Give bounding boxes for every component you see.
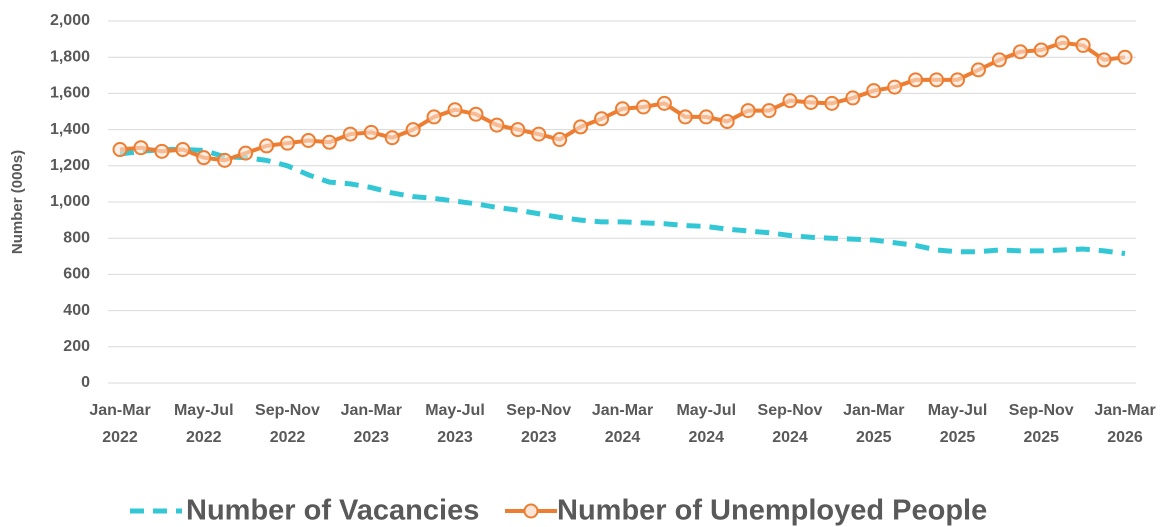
data-point	[259, 138, 275, 154]
data-point	[656, 95, 672, 111]
data-point	[280, 135, 295, 151]
data-point	[573, 119, 589, 135]
data-point	[740, 103, 756, 119]
y-tick-label: 800	[63, 229, 90, 246]
data-point	[1054, 35, 1070, 51]
y-tick-label: 600	[63, 266, 90, 283]
data-point	[1033, 42, 1049, 58]
data-point	[677, 109, 693, 125]
y-tick-label: 1,400	[50, 121, 90, 138]
data-point	[761, 103, 777, 119]
data-point	[552, 132, 568, 148]
x-tick-label: Sep-Nov 2022	[255, 402, 320, 446]
legend-label: Number of Vacancies	[186, 495, 479, 527]
data-point	[196, 150, 212, 166]
data-point	[782, 93, 798, 109]
data-point	[866, 83, 882, 99]
y-tick-label: 2,000	[50, 12, 90, 29]
y-tick-label: 0	[81, 374, 90, 391]
data-point	[635, 99, 651, 115]
y-tick-label: 1,200	[50, 157, 90, 174]
data-point	[238, 145, 254, 161]
data-point	[1096, 52, 1112, 68]
y-tick-label: 1,000	[50, 193, 90, 210]
x-tick-label: May-Jul 2024	[676, 402, 736, 446]
data-point	[1012, 44, 1028, 60]
y-axis-label: Number (000s)	[9, 150, 26, 254]
data-point	[363, 124, 379, 140]
data-point	[824, 95, 840, 111]
y-tick-label: 200	[63, 338, 90, 355]
data-point	[133, 140, 149, 156]
data-point	[845, 90, 861, 106]
data-point	[342, 126, 358, 142]
data-point	[468, 106, 484, 122]
series-line	[119, 147, 1126, 257]
data-point	[405, 122, 421, 138]
data-point	[217, 152, 233, 168]
data-point	[447, 102, 463, 118]
data-point	[1075, 37, 1091, 53]
data-point	[615, 101, 630, 117]
data-point	[510, 122, 526, 138]
x-tick-label: Sep-Nov 2023	[506, 402, 571, 446]
data-point	[719, 113, 735, 129]
data-point	[154, 143, 170, 159]
data-point	[321, 134, 337, 150]
x-tick-label: Jan-Mar 2024	[592, 402, 653, 446]
x-tick-label: Sep-Nov 2025	[1009, 402, 1074, 446]
x-tick-label: Jan-Mar 2026	[1094, 402, 1155, 446]
data-point	[426, 109, 442, 125]
data-point	[531, 126, 547, 142]
data-point	[887, 79, 903, 95]
data-point	[300, 132, 316, 148]
data-point	[594, 111, 610, 127]
y-tick-label: 400	[63, 302, 90, 319]
x-tick-label: May-Jul 2022	[174, 402, 234, 446]
data-point	[970, 62, 986, 78]
x-tick-label: May-Jul 2025	[928, 402, 988, 446]
x-tick-label: Sep-Nov 2024	[758, 402, 823, 446]
data-point	[1117, 49, 1133, 65]
y-tick-label: 1,800	[50, 48, 90, 65]
x-tick-label: Jan-Mar 2023	[341, 402, 402, 446]
x-tick-label: May-Jul 2023	[425, 402, 485, 446]
data-point	[384, 130, 400, 146]
x-tick-label: Jan-Mar 2025	[843, 402, 904, 446]
data-point	[175, 142, 191, 158]
data-point	[803, 94, 819, 110]
data-point	[908, 72, 924, 88]
legend-label: Number of Unemployed People	[557, 495, 987, 527]
y-tick-label: 1,600	[50, 85, 90, 102]
data-point	[929, 72, 945, 88]
data-point	[489, 117, 505, 133]
x-tick-label: Jan-Mar 2022	[89, 402, 150, 446]
legend-marker	[523, 503, 539, 519]
data-point	[950, 72, 965, 88]
data-point	[698, 109, 714, 125]
data-point	[991, 52, 1007, 68]
data-point	[112, 142, 128, 158]
